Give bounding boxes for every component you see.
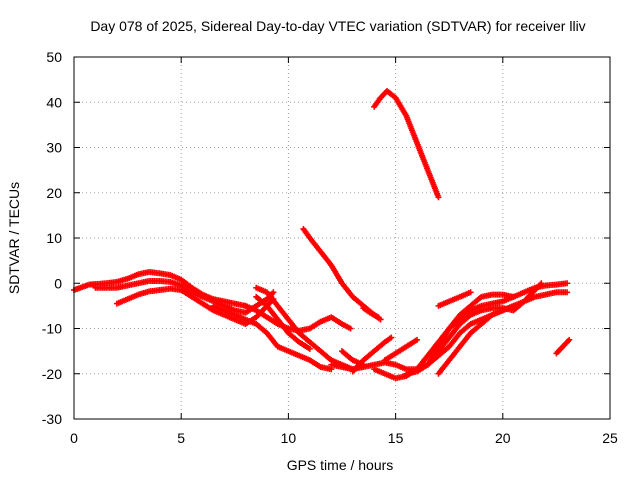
x-tick-label: 15 xyxy=(388,430,404,446)
series-track-6 xyxy=(242,302,354,334)
y-axis-label: SDTVAR / TECUs xyxy=(6,182,22,294)
x-tick-label: 0 xyxy=(70,430,78,446)
x-tick-label: 20 xyxy=(495,430,511,446)
y-tick-label: -20 xyxy=(42,366,62,382)
y-tick-label: 20 xyxy=(46,185,62,201)
y-tick-label: 0 xyxy=(54,275,62,291)
chart-title: Day 078 of 2025, Sidereal Day-to-day VTE… xyxy=(90,18,585,34)
data-point xyxy=(566,336,573,343)
data-point xyxy=(388,334,395,341)
series-track-4 xyxy=(210,302,335,373)
series-track-7 xyxy=(253,293,313,352)
x-tick-label: 25 xyxy=(602,430,618,446)
x-tick-label: 10 xyxy=(281,430,297,446)
series-track-1 xyxy=(71,268,249,309)
data-points xyxy=(71,87,573,382)
data-point xyxy=(435,194,442,201)
y-tick-label: -10 xyxy=(42,321,62,337)
series-track-9 xyxy=(360,305,382,321)
series-track-20 xyxy=(371,87,442,201)
data-point xyxy=(347,325,354,332)
data-point xyxy=(306,345,313,352)
series-track-14 xyxy=(424,291,517,368)
y-tick-label: 30 xyxy=(46,140,62,156)
data-point xyxy=(510,293,517,300)
data-point xyxy=(564,280,571,287)
data-point xyxy=(360,361,367,368)
x-axis-label: GPS time / hours xyxy=(287,457,394,473)
data-point xyxy=(538,280,545,287)
data-point xyxy=(414,336,421,343)
y-tick-label: 40 xyxy=(46,94,62,110)
data-point xyxy=(270,289,277,296)
series-track-17 xyxy=(339,348,367,368)
data-point xyxy=(467,289,474,296)
y-tick-label: 50 xyxy=(46,49,62,65)
series-track-18 xyxy=(381,336,421,364)
series-track-15 xyxy=(435,289,474,309)
tick-labels: 0 5 10 15 20 25 -30 -20 -10 0 10 20 30 40 50 xyxy=(42,49,618,446)
data-point xyxy=(375,314,382,321)
y-tick-label: -30 xyxy=(42,411,62,427)
data-point xyxy=(564,289,571,296)
data-point xyxy=(510,302,517,309)
series-track-19 xyxy=(553,336,573,357)
x-tick-label: 5 xyxy=(177,430,185,446)
series-track-13 xyxy=(435,302,517,377)
axis-ticks xyxy=(73,56,611,420)
y-tick-label: 10 xyxy=(46,230,62,246)
